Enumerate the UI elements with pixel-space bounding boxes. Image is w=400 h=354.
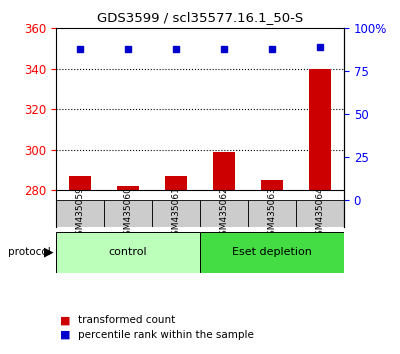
Text: transformed count: transformed count bbox=[78, 315, 175, 325]
Text: GSM435059: GSM435059 bbox=[76, 186, 84, 241]
Text: ■: ■ bbox=[60, 330, 70, 339]
Bar bbox=[200, 232, 344, 273]
Text: GSM435061: GSM435061 bbox=[172, 186, 180, 241]
Text: percentile rank within the sample: percentile rank within the sample bbox=[78, 330, 254, 339]
Text: control: control bbox=[109, 247, 147, 257]
Text: ■: ■ bbox=[60, 315, 70, 325]
Bar bbox=[309, 69, 331, 190]
Bar bbox=[200, 200, 248, 227]
Bar bbox=[296, 200, 344, 227]
Text: GSM435060: GSM435060 bbox=[124, 186, 132, 241]
Text: GSM435063: GSM435063 bbox=[268, 186, 276, 241]
Bar bbox=[56, 232, 200, 273]
Text: Eset depletion: Eset depletion bbox=[232, 247, 312, 257]
Bar bbox=[165, 176, 187, 190]
Bar bbox=[152, 200, 200, 227]
Title: GDS3599 / scl35577.16.1_50-S: GDS3599 / scl35577.16.1_50-S bbox=[97, 11, 303, 24]
Bar bbox=[69, 176, 91, 190]
Bar bbox=[213, 152, 235, 190]
Bar bbox=[104, 200, 152, 227]
Text: GSM435064: GSM435064 bbox=[316, 186, 324, 241]
Bar bbox=[117, 186, 139, 190]
Bar bbox=[56, 200, 104, 227]
Bar bbox=[248, 200, 296, 227]
Text: ▶: ▶ bbox=[44, 246, 54, 259]
Text: protocol: protocol bbox=[8, 247, 51, 257]
Bar bbox=[261, 180, 283, 190]
Text: GSM435062: GSM435062 bbox=[220, 186, 228, 241]
